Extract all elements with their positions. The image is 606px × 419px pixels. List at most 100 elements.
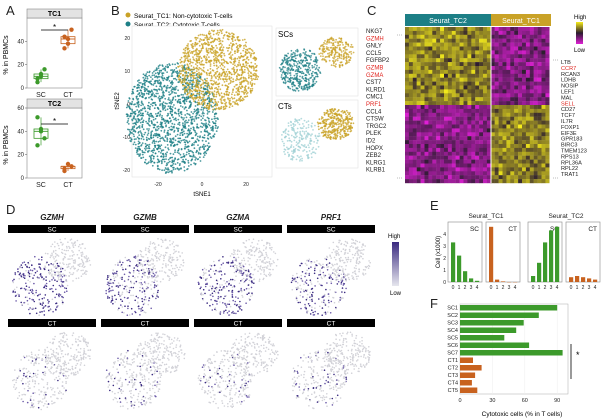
panel-c-heat-cell (440, 144, 445, 149)
panel-c-heat-cell (529, 42, 534, 47)
panel-b-point-tc2 (181, 131, 184, 134)
panel-b-point-tc1 (212, 50, 215, 53)
panel-a-ytick: 0 (21, 86, 25, 92)
panel-c-heat-cell (475, 81, 480, 86)
panel-b-sc-point-tc2 (308, 79, 310, 81)
panel-b-point-tc2 (149, 82, 152, 84)
panel-c-heat-cell (471, 34, 476, 39)
panel-c-heat-cell (471, 120, 476, 125)
panel-b-point-tc2 (177, 94, 179, 97)
panel-c-heat-cell (533, 140, 538, 145)
panel-c-heat-cell (518, 46, 523, 51)
panel-b-point-tc2 (148, 96, 150, 99)
panel-b-point-tc1 (213, 73, 216, 76)
panel-b-ct-point-tc1 (349, 118, 352, 121)
panel-c-heat-cell (502, 136, 507, 141)
panel-c-heat-cell (525, 50, 530, 55)
panel-c-heat-cell (424, 128, 429, 133)
panel-b-point-tc1 (220, 59, 223, 61)
panel-b-point-tc1 (195, 83, 198, 86)
panel-b-legend-tc1-dot (125, 12, 131, 18)
panel-c-heat-cell (494, 128, 499, 133)
panel-a-xtick: SC (36, 182, 46, 189)
panel-c-heat-cell (479, 147, 484, 152)
panel-b-point-tc2 (136, 136, 139, 139)
panel-c-heat-cell (545, 116, 550, 121)
panel-b-point-tc2 (156, 129, 159, 132)
panel-b-sc-point-tc1 (330, 51, 333, 54)
panel-c-heat-cell (459, 101, 464, 106)
panel-b-point-tc1 (250, 77, 253, 80)
panel-b-sc-point-tc2 (295, 76, 298, 79)
panel-b-point-tc1 (231, 105, 234, 107)
panel-c-heat-cell (533, 147, 538, 152)
panel-b-point-tc1 (180, 60, 183, 63)
panel-b-ct-point-tc1 (339, 120, 342, 123)
panel-b-point-tc2 (145, 96, 147, 99)
panel-c-heat-cell (522, 34, 527, 39)
panel-b-point-tc1 (231, 32, 233, 35)
panel-b-point-tc1 (235, 84, 237, 86)
panel-c-heat-cell (459, 54, 464, 59)
panel-b-point-tc2 (190, 77, 192, 79)
panel-c-heat-cell (525, 81, 530, 86)
panel-b-sc-point-tc2 (303, 48, 305, 50)
panel-b-point-tc1 (192, 93, 195, 95)
panel-b-point-tc1 (203, 101, 206, 104)
panel-b-point-tc2 (179, 163, 181, 165)
panel-c-heat-cell (447, 144, 452, 149)
panel-b-point-tc2 (204, 151, 207, 153)
panel-b-point-tc2 (191, 150, 194, 153)
panel-c-heat-cell (533, 116, 538, 121)
panel-c-heat-cell (463, 128, 468, 133)
panel-c-heat-cell (467, 38, 472, 43)
panel-b-ct-point-tc1 (335, 118, 338, 121)
panel-b-ct-point-tc1 (331, 126, 334, 128)
panel-b-sc-point-tc2 (306, 68, 308, 71)
panel-b-ct-point-tc1 (332, 136, 335, 139)
panel-b-sc-point-tc2 (285, 75, 288, 77)
panel-b-point-tc2 (171, 81, 173, 84)
panel-b-sc-point-tc1 (331, 44, 334, 47)
panel-b-ct-point-tc1 (325, 123, 328, 125)
panel-b-point-tc1 (194, 36, 197, 39)
panel-c-heat-cell (518, 85, 523, 90)
panel-c-heat-cell (424, 38, 429, 43)
panel-b-point-tc1 (220, 105, 223, 108)
panel-c-heat-cell (420, 136, 425, 141)
panel-c-heat-cell (506, 30, 511, 35)
panel-b-point-tc2 (163, 85, 166, 87)
panel-b-point-tc1 (187, 85, 190, 88)
panel-c-heat-cell (444, 46, 449, 51)
panel-a-point (35, 76, 40, 81)
panel-c-heat-cell (412, 38, 417, 43)
panel-c-heat-cell (537, 46, 542, 51)
panel-c-heat-cell (405, 58, 410, 63)
panel-b-point-tc1 (193, 97, 195, 99)
panel-c-heat-cell (541, 144, 546, 149)
panel-c-heat-cell (537, 124, 542, 129)
panel-c-heat-cell (467, 46, 472, 51)
panel-b-point-tc2 (210, 137, 213, 140)
panel-b-point-tc2 (172, 77, 175, 80)
panel-b-sc-point-tc2 (306, 86, 308, 89)
panel-c-heat-cell (455, 62, 460, 67)
panel-c-heat-cell (420, 85, 425, 90)
panel-b-sc-point-tc2 (314, 68, 317, 71)
panel-c-heat-cell (541, 136, 546, 141)
panel-c-heat-cell (475, 46, 480, 51)
panel-b-ct-point-tc1 (344, 122, 346, 124)
panel-c-heat-cell (490, 54, 495, 59)
panel-c-heat-cell (436, 42, 441, 47)
panel-c-heat-cell (522, 42, 527, 47)
panel-c-heat-cell (432, 46, 437, 51)
panel-b-point-tc1 (232, 101, 234, 103)
panel-c-heat-cell (405, 105, 410, 110)
panel-c-heat-cell (522, 69, 527, 74)
panel-b-point-tc1 (229, 61, 232, 63)
panel-b-sc-point-tc2 (315, 60, 318, 63)
panel-b-point-tc2 (201, 126, 204, 128)
panel-b-point-tc2 (182, 96, 184, 99)
panel-b-point-tc2 (156, 82, 159, 84)
panel-c-heat-cell (424, 124, 429, 129)
